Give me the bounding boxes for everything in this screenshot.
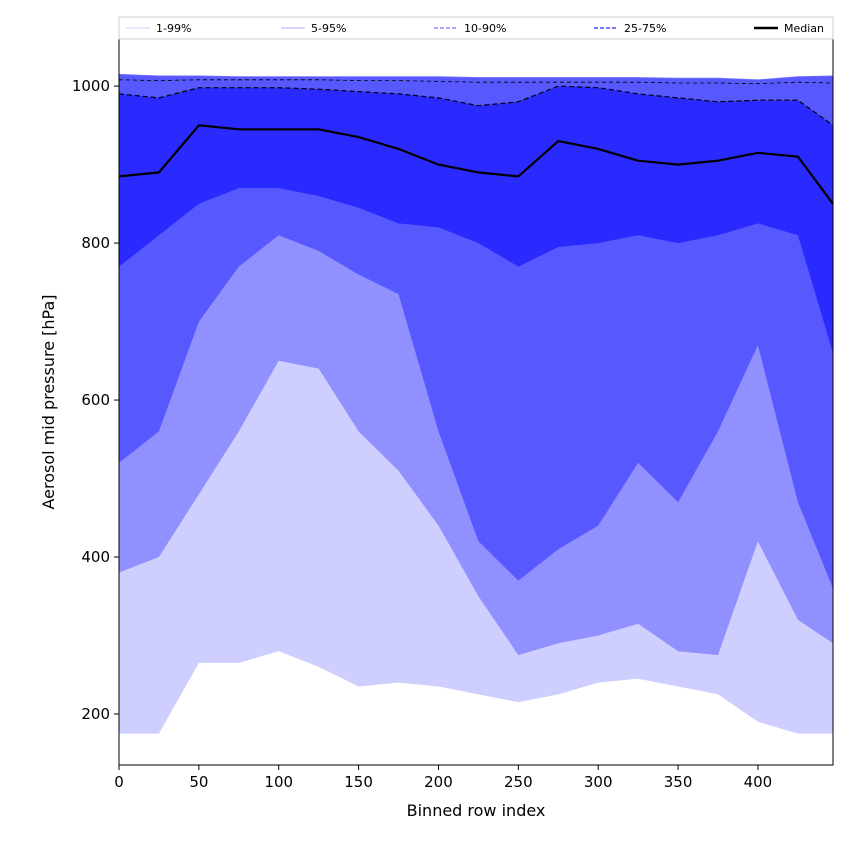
x-tick-label: 300 [584, 773, 613, 791]
x-tick-label: 250 [504, 773, 533, 791]
band-25-75 [119, 86, 833, 353]
legend-label: 25-75% [624, 22, 666, 35]
y-tick-label: 800 [81, 234, 110, 252]
y-axis-ticks: 200 400 600 800 1000 [72, 77, 119, 723]
percentile-bands [119, 74, 833, 734]
y-tick-label: 400 [81, 548, 110, 566]
x-tick-label: 200 [424, 773, 453, 791]
x-tick-label: 350 [664, 773, 693, 791]
x-tick-label: 100 [264, 773, 293, 791]
legend-label: 5-95% [311, 22, 346, 35]
y-tick-label: 1000 [72, 77, 110, 95]
y-tick-label: 200 [81, 705, 110, 723]
x-tick-label: 400 [744, 773, 773, 791]
x-tick-label: 150 [344, 773, 373, 791]
x-tick-label: 50 [189, 773, 208, 791]
legend-label: 10-90% [464, 22, 506, 35]
percentile-lines [118, 73, 834, 205]
median-line [118, 124, 834, 205]
line-25-75-upper [118, 85, 834, 126]
x-tick-label: 0 [114, 773, 124, 791]
legend: 1-99% 5-95% 10-90% 25-75% Median [118, 16, 834, 40]
legend-label: Median [784, 22, 824, 35]
legend-label: 1-99% [156, 22, 191, 35]
y-tick-label: 600 [81, 391, 110, 409]
line-5-95-upper [118, 79, 834, 85]
line-1-99-upper [118, 73, 834, 81]
x-axis-ticks: 0 50 100 150 200 250 300 350 400 [114, 765, 772, 791]
x-axis-label: Binned row index [407, 801, 546, 820]
y-axis-label: Aerosol mid pressure [hPa] [39, 294, 58, 509]
legend-box [118, 16, 834, 40]
